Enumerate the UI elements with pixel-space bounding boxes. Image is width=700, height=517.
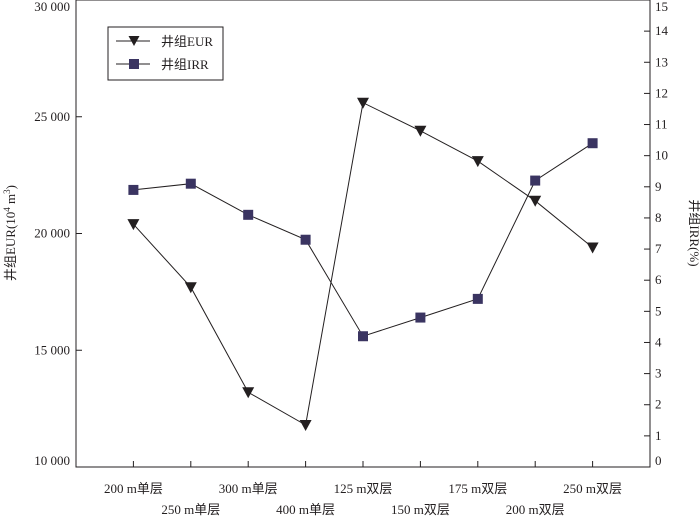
data-point-eur [471, 156, 484, 168]
left-axis: 10 000 15 000 20 000 25 000 30 000 [34, 0, 82, 468]
y-right-tick-label: 11 [655, 117, 668, 132]
y-left-tick-label: 20 000 [34, 226, 70, 241]
y-right-tick-label: 14 [655, 23, 669, 38]
data-point-irr [243, 209, 254, 220]
data-point-eur [357, 97, 369, 109]
x-tick-label: 150 m双层 [391, 502, 450, 517]
x-tick-label: 175 m双层 [448, 481, 507, 496]
y-right-tick-label: 4 [655, 334, 662, 349]
data-point-irr [358, 331, 368, 342]
legend-label-eur: 井组EUR [161, 34, 213, 49]
y-axis-right-title: 井组IRR(%) [687, 199, 700, 266]
x-tick-label: 300 m单层 [219, 481, 278, 496]
y-left-tick-label: 10 000 [34, 453, 70, 468]
x-axis: 200 m单层 250 m单层 300 m单层 400 m单层 125 m双层 150 m… [104, 461, 622, 517]
data-point-irr [530, 175, 541, 186]
y-axis-left-title: 井组EUR(104 m3) [2, 185, 18, 281]
x-tick-label: 250 m单层 [161, 502, 220, 517]
series-line-eur [133, 101, 593, 426]
legend-marker-eur [128, 36, 140, 46]
data-point-irr [472, 293, 483, 304]
y-right-tick-label: 12 [655, 85, 668, 100]
y-right-tick-label: 10 [655, 148, 668, 163]
x-tick-label: 400 m单层 [276, 502, 335, 517]
data-point-irr [415, 312, 426, 323]
y-right-tick-label: 1 [655, 428, 662, 443]
x-tick-label: 125 m双层 [334, 481, 393, 496]
data-point-irr [128, 184, 139, 195]
data-point-eur [586, 242, 599, 254]
y-left-tick-label: 25 000 [34, 109, 70, 124]
y-right-tick-label: 7 [655, 241, 662, 256]
y-right-tick-label: 15 [655, 0, 668, 14]
y-right-tick-label: 0 [655, 453, 662, 468]
y-right-tick-label: 13 [655, 54, 668, 69]
legend: 井组EUR 井组IRR [107, 26, 224, 81]
data-point-eur [242, 387, 255, 399]
y-right-tick-label: 9 [655, 179, 662, 194]
series-layer [127, 97, 599, 431]
y-right-tick-label: 6 [655, 272, 662, 287]
data-point-eur [414, 125, 427, 137]
data-point-eur [529, 195, 542, 207]
y-left-tick-label: 30 000 [34, 0, 70, 14]
y-right-tick-label: 8 [655, 210, 662, 225]
x-tick-label: 250 m双层 [563, 481, 622, 496]
y-right-tick-label: 2 [655, 397, 662, 412]
data-point-eur [184, 282, 197, 294]
legend-marker-irr [129, 59, 139, 69]
data-point-irr [300, 234, 311, 245]
y-right-tick-label: 5 [655, 303, 662, 318]
y-left-tick-label: 15 000 [34, 342, 70, 357]
legend-label-irr: 井组IRR [161, 57, 209, 72]
data-point-eur [299, 419, 312, 431]
data-point-irr [185, 178, 196, 189]
legend-box [107, 26, 224, 81]
x-tick-label: 200 m双层 [506, 502, 565, 517]
data-point-eur [127, 219, 140, 231]
x-tick-label: 200 m单层 [104, 481, 163, 496]
y-right-tick-label: 3 [655, 366, 662, 381]
data-point-irr [587, 138, 598, 149]
